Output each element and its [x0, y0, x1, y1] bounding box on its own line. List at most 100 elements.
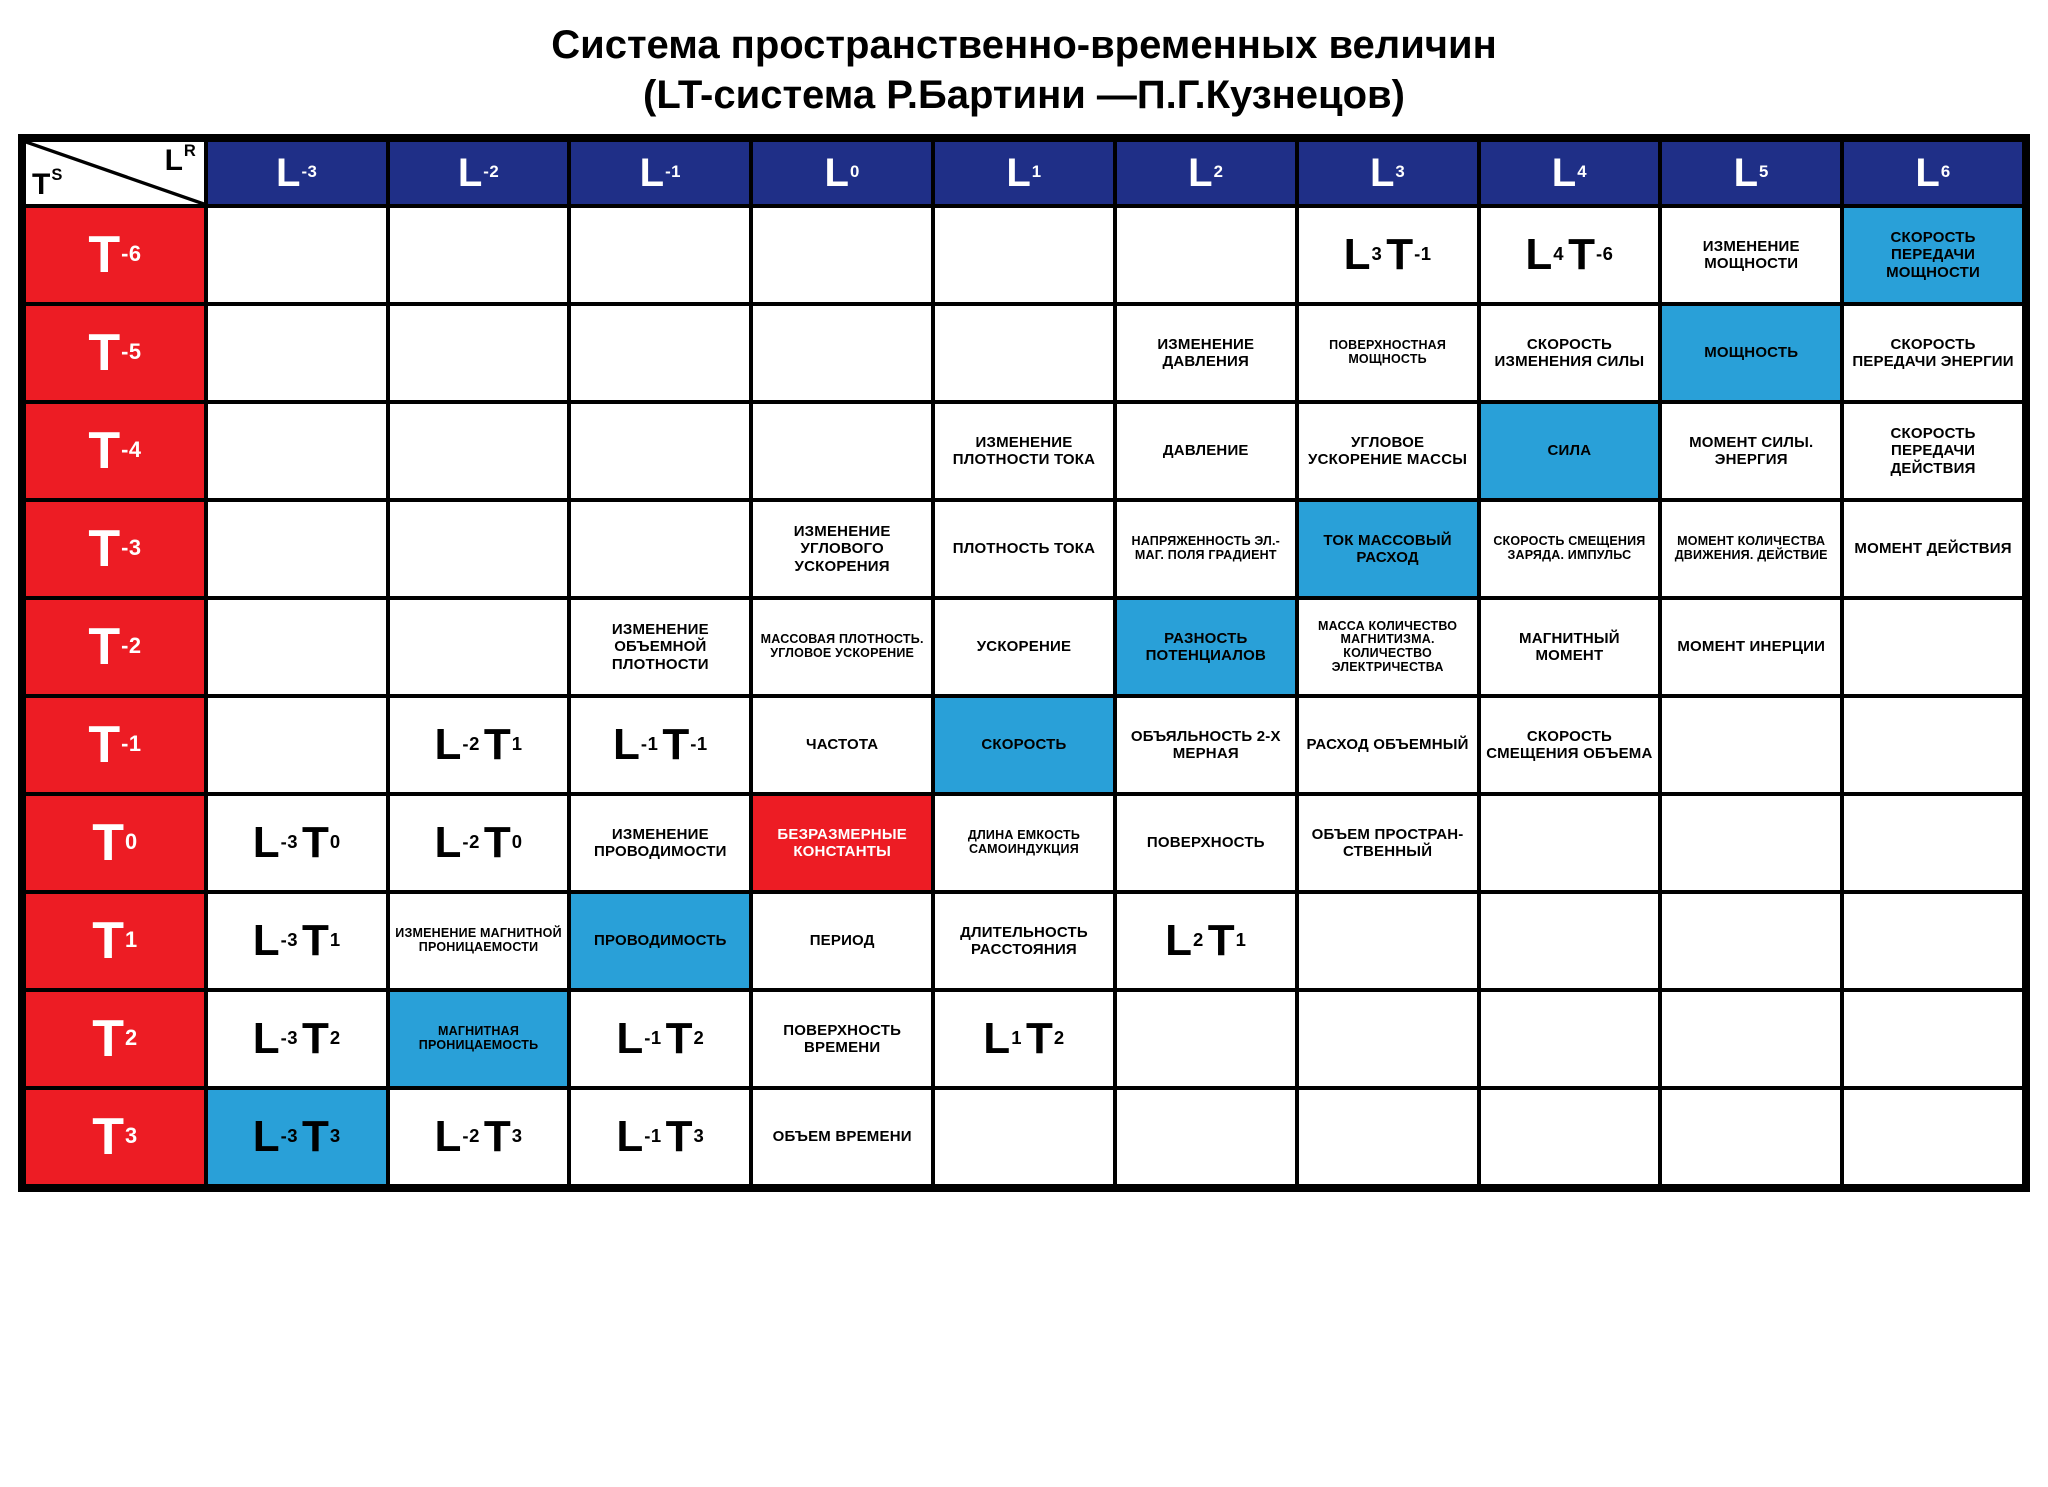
cell-r6-c5: ПОВЕРХНОСТЬ — [1117, 796, 1295, 890]
row-header-T-6: T-6 — [26, 208, 204, 302]
cell-r2-c7: СИЛА — [1481, 404, 1659, 498]
cell-r9-c3: ОБЪЕМ ВРЕМЕНИ — [753, 1090, 931, 1184]
col-header-L2: L2 — [1117, 142, 1295, 204]
cell-r9-c1: L-2T3 — [390, 1090, 568, 1184]
col-header-L0: L0 — [753, 142, 931, 204]
cell-r5-c5: ОБЪЯЛЬНОСТЬ 2-Х МЕРНАЯ — [1117, 698, 1295, 792]
cell-r4-c4: УСКОРЕНИЕ — [935, 600, 1113, 694]
col-header-L-1: L-1 — [571, 142, 749, 204]
cell-label: МОМЕНТ ДЕЙСТВИЯ — [1848, 540, 2018, 557]
cell-r9-c4 — [935, 1090, 1113, 1184]
cell-label: ИЗМЕНЕНИЕ ПРОВОДИМОСТИ — [575, 826, 745, 861]
cell-label: СКОРОСТЬ ПЕРЕДАЧИ ЭНЕРГИИ — [1848, 336, 2018, 371]
cell-r5-c4: СКОРОСТЬ — [935, 698, 1113, 792]
cell-r8-c4: L1T2 — [935, 992, 1113, 1086]
cell-label: ИЗМЕНЕНИЕ УГЛОВОГО УСКОРЕНИЯ — [757, 523, 927, 575]
cell-label: УСКОРЕНИЕ — [939, 638, 1109, 655]
cell-r2-c3 — [753, 404, 931, 498]
cell-label: МАГНИТНАЯ ПРОНИЦАЕМОСТЬ — [394, 1025, 564, 1053]
cell-label: СКОРОСТЬ ПЕРЕДАЧИ ДЕЙСТВИЯ — [1848, 425, 2018, 477]
page-title: Система пространственно-временных величи… — [18, 20, 2030, 120]
cell-r8-c6 — [1299, 992, 1477, 1086]
cell-label: ОБЪЕМ ВРЕМЕНИ — [757, 1128, 927, 1145]
cell-label: ОБЪЯЛЬНОСТЬ 2-Х МЕРНАЯ — [1121, 728, 1291, 763]
cell-label: СИЛА — [1485, 442, 1655, 459]
cell-r8-c8 — [1662, 992, 1840, 1086]
cell-label: СКОРОСТЬ ИЗМЕНЕНИЯ СИЛЫ — [1485, 336, 1655, 371]
cell-label: МАССА КОЛИЧЕСТВО МАГНИТИЗМА. КОЛИЧЕСТВО … — [1303, 620, 1473, 675]
cell-r5-c8 — [1662, 698, 1840, 792]
cell-label: СКОРОСТЬ ПЕРЕДАЧИ МОЩНОСТИ — [1848, 229, 2018, 281]
cell-r1-c2 — [571, 306, 749, 400]
cell-label: МОМЕНТ КОЛИЧЕСТВА ДВИЖЕНИЯ. ДЕЙСТВИЕ — [1666, 535, 1836, 563]
row-header-T-5: T-5 — [26, 306, 204, 400]
cell-r9-c5 — [1117, 1090, 1295, 1184]
cell-label: ОБЪЕМ ПРОСТРАН- СТВЕННЫЙ — [1303, 826, 1473, 861]
cell-r8-c2: L-1T2 — [571, 992, 749, 1086]
row-header-T3: T3 — [26, 1090, 204, 1184]
cell-r3-c0 — [208, 502, 386, 596]
cell-r1-c9: СКОРОСТЬ ПЕРЕДАЧИ ЭНЕРГИИ — [1844, 306, 2022, 400]
cell-r3-c1 — [390, 502, 568, 596]
cell-r1-c6: ПОВЕРХНОСТНАЯ МОЩНОСТЬ — [1299, 306, 1477, 400]
cell-r3-c4: ПЛОТНОСТЬ ТОКА — [935, 502, 1113, 596]
cell-label: РАСХОД ОБЪЕМНЫЙ — [1303, 736, 1473, 753]
row-header-T2: T2 — [26, 992, 204, 1086]
cell-r7-c5: L2T1 — [1117, 894, 1295, 988]
cell-label: ДЛИТЕЛЬНОСТЬ РАССТОЯНИЯ — [939, 924, 1109, 959]
cell-r7-c0: L-3T1 — [208, 894, 386, 988]
cell-r0-c5 — [1117, 208, 1295, 302]
cell-r5-c9 — [1844, 698, 2022, 792]
cell-r3-c7: СКОРОСТЬ СМЕЩЕНИЯ ЗАРЯДА. ИМПУЛЬС — [1481, 502, 1659, 596]
cell-r2-c0 — [208, 404, 386, 498]
col-header-L4: L4 — [1481, 142, 1659, 204]
cell-r7-c7 — [1481, 894, 1659, 988]
cell-r3-c2 — [571, 502, 749, 596]
cell-r0-c9: СКОРОСТЬ ПЕРЕДАЧИ МОЩНОСТИ — [1844, 208, 2022, 302]
cell-r2-c6: УГЛОВОЕ УСКОРЕНИЕ МАССЫ — [1299, 404, 1477, 498]
cell-r4-c1 — [390, 600, 568, 694]
lt-table-head: TSLRL-3L-2L-1L0L1L2L3L4L5L6 — [26, 142, 2022, 204]
cell-label: ПРОВОДИМОСТЬ — [575, 932, 745, 949]
cell-r4-c7: МАГНИТНЫЙ МОМЕНТ — [1481, 600, 1659, 694]
cell-r9-c8 — [1662, 1090, 1840, 1184]
title-line-1: Система пространственно-временных величи… — [18, 20, 2030, 70]
col-header-L-2: L-2 — [390, 142, 568, 204]
cell-r5-c6: РАСХОД ОБЪЕМНЫЙ — [1299, 698, 1477, 792]
title-line-2: (LT-система Р.Бартини —П.Г.Кузнецов) — [18, 70, 2030, 120]
row-header-T-4: T-4 — [26, 404, 204, 498]
cell-r8-c9 — [1844, 992, 2022, 1086]
cell-r4-c6: МАССА КОЛИЧЕСТВО МАГНИТИЗМА. КОЛИЧЕСТВО … — [1299, 600, 1477, 694]
corner-row-axis: TS — [32, 168, 62, 202]
cell-r8-c7 — [1481, 992, 1659, 1086]
cell-r5-c7: СКОРОСТЬ СМЕЩЕНИЯ ОБЪЕМА — [1481, 698, 1659, 792]
cell-r6-c3: БЕЗРАЗМЕРНЫЕ КОНСТАНТЫ — [753, 796, 931, 890]
cell-label: ПОВЕРХНОСТЬ ВРЕМЕНИ — [757, 1022, 927, 1057]
cell-r0-c7: L4T-6 — [1481, 208, 1659, 302]
col-header-L1: L1 — [935, 142, 1113, 204]
cell-label: МАССОВАЯ ПЛОТНОСТЬ. УГЛОВОЕ УСКОРЕНИЕ — [757, 633, 927, 661]
cell-r4-c5: РАЗНОСТЬ ПОТЕНЦИАЛОВ — [1117, 600, 1295, 694]
cell-r1-c0 — [208, 306, 386, 400]
cell-r4-c2: ИЗМЕНЕНИЕ ОБЪЕМНОЙ ПЛОТНОСТИ — [571, 600, 749, 694]
cell-r8-c0: L-3T2 — [208, 992, 386, 1086]
cell-r2-c4: ИЗМЕНЕНИЕ ПЛОТНОСТИ ТОКА — [935, 404, 1113, 498]
cell-r2-c5: ДАВЛЕНИЕ — [1117, 404, 1295, 498]
cell-label: ПОВЕРХНОСТЬ — [1121, 834, 1291, 851]
cell-r0-c6: L3T-1 — [1299, 208, 1477, 302]
corner-cell: TS LR — [26, 142, 204, 204]
cell-label: СКОРОСТЬ — [939, 736, 1109, 753]
corner-col-axis: LR — [165, 144, 196, 178]
cell-r1-c3 — [753, 306, 931, 400]
cell-r0-c0 — [208, 208, 386, 302]
row-header-T-2: T-2 — [26, 600, 204, 694]
cell-r6-c1: L-2T0 — [390, 796, 568, 890]
cell-r0-c2 — [571, 208, 749, 302]
cell-label: ЧАСТОТА — [757, 736, 927, 753]
cell-r6-c0: L-3T0 — [208, 796, 386, 890]
cell-r7-c6 — [1299, 894, 1477, 988]
cell-r1-c1 — [390, 306, 568, 400]
cell-r3-c5: НАПРЯЖЕННОСТЬ ЭЛ.-МАГ. ПОЛЯ ГРАДИЕНТ — [1117, 502, 1295, 596]
cell-r2-c8: МОМЕНТ СИЛЫ. ЭНЕРГИЯ — [1662, 404, 1840, 498]
cell-label: ДАВЛЕНИЕ — [1121, 442, 1291, 459]
